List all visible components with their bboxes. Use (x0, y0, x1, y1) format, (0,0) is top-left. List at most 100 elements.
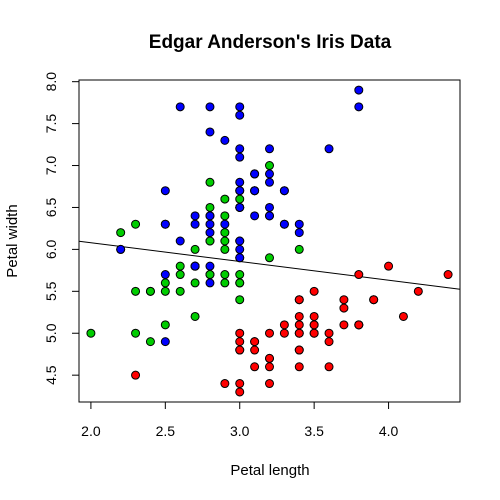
data-point (220, 379, 230, 389)
data-point (145, 286, 155, 296)
data-point (250, 169, 260, 179)
y-tick-label: 5.0 (43, 323, 59, 343)
data-point (160, 219, 170, 229)
data-point (190, 244, 200, 254)
data-point (205, 228, 215, 238)
data-point (131, 328, 141, 338)
data-point (235, 202, 245, 212)
x-tick-label: 3.0 (230, 423, 250, 439)
data-point (369, 295, 379, 305)
data-point (265, 379, 274, 389)
data-point (220, 135, 230, 145)
data-point (235, 194, 245, 204)
data-point (279, 328, 289, 338)
data-point (309, 320, 319, 330)
data-point (131, 370, 141, 380)
data-point (294, 345, 304, 355)
data-point (235, 295, 245, 305)
data-point (265, 169, 274, 179)
data-point (235, 379, 245, 389)
data-point (294, 362, 304, 372)
data-point (160, 320, 170, 330)
data-point (235, 328, 245, 338)
data-point (279, 186, 289, 196)
data-point (413, 286, 423, 296)
data-point (354, 320, 364, 330)
data-point (205, 177, 215, 187)
data-point (205, 219, 215, 229)
x-tick-label: 4.0 (379, 423, 399, 439)
data-point (294, 228, 304, 238)
chart-title: Edgar Anderson's Iris Data (149, 32, 392, 53)
data-point (205, 202, 215, 212)
data-point (220, 228, 230, 238)
data-point (250, 211, 260, 221)
data-point (235, 278, 245, 288)
data-point (131, 219, 141, 229)
data-point (235, 102, 245, 112)
data-point (265, 253, 274, 263)
data-point (235, 244, 245, 254)
data-point (235, 253, 245, 263)
data-point (339, 320, 349, 330)
data-point (235, 152, 245, 162)
data-point (235, 236, 245, 246)
data-point (384, 261, 394, 271)
data-point (220, 244, 230, 254)
data-point (220, 219, 230, 229)
data-point (205, 102, 215, 112)
data-point (220, 194, 230, 204)
data-point (190, 261, 200, 271)
data-point (190, 211, 200, 221)
data-point (235, 345, 245, 355)
data-point (279, 320, 289, 330)
data-point (160, 337, 170, 347)
data-point (86, 328, 96, 338)
data-point (175, 270, 185, 280)
data-point (160, 286, 170, 296)
data-point (175, 286, 185, 296)
data-point (235, 144, 245, 154)
data-point (235, 270, 245, 280)
data-point (250, 345, 260, 355)
data-point (324, 337, 334, 347)
regression-line (78, 240, 461, 290)
data-point (205, 261, 215, 271)
data-point (235, 186, 245, 196)
data-point (443, 270, 453, 280)
y-axis-label: Petal width (4, 204, 21, 277)
y-tick-label: 7.0 (43, 156, 59, 176)
x-tick-label: 2.0 (81, 423, 101, 439)
data-point (309, 286, 319, 296)
data-point (265, 202, 274, 212)
data-point (220, 278, 230, 288)
data-point (294, 219, 304, 229)
data-point (339, 303, 349, 313)
data-point (294, 320, 304, 330)
data-point (116, 244, 126, 254)
data-point (265, 328, 274, 338)
y-tick-label: 6.0 (43, 239, 59, 259)
x-tick-label: 3.5 (304, 423, 324, 439)
data-point (160, 270, 170, 280)
data-point (309, 328, 319, 338)
data-point (265, 353, 274, 363)
data-point (294, 295, 304, 305)
data-point (265, 161, 274, 171)
data-point (265, 362, 274, 372)
data-point (131, 286, 141, 296)
data-point (294, 244, 304, 254)
data-point (235, 387, 245, 397)
data-point (398, 311, 408, 321)
data-point (265, 211, 274, 221)
data-point (294, 328, 304, 338)
data-point (205, 127, 215, 137)
x-axis-label: Petal length (230, 462, 309, 479)
data-point (160, 278, 170, 288)
data-point (220, 236, 230, 246)
y-tick-label: 7.5 (43, 114, 59, 134)
y-tick-label: 8.0 (43, 72, 59, 92)
y-tick-label: 4.5 (43, 365, 59, 385)
data-point (205, 270, 215, 280)
data-point (235, 337, 245, 347)
